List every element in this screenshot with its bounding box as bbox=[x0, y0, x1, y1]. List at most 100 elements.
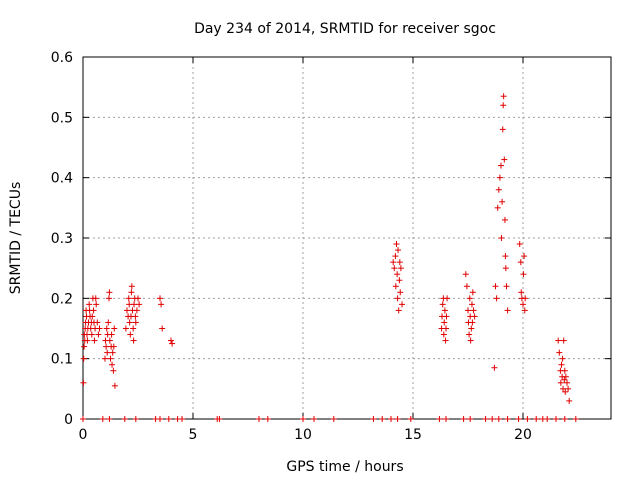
data-point bbox=[500, 93, 507, 100]
data-point bbox=[90, 307, 97, 314]
data-point bbox=[124, 307, 130, 314]
x-tick-label: 5 bbox=[189, 427, 198, 443]
data-point bbox=[482, 416, 489, 422]
x-axis-label: GPS time / hours bbox=[286, 459, 403, 475]
data-point bbox=[127, 331, 134, 338]
data-point bbox=[126, 319, 133, 326]
x-tick-labels: 0 5 10 15 20 bbox=[79, 427, 532, 443]
data-point bbox=[500, 102, 507, 109]
data-point bbox=[561, 376, 568, 383]
data-point bbox=[504, 416, 511, 422]
data-point bbox=[81, 343, 88, 350]
data-point bbox=[465, 307, 471, 314]
data-point bbox=[466, 295, 473, 302]
data-point bbox=[106, 289, 113, 296]
data-point bbox=[521, 253, 528, 260]
data-point bbox=[395, 307, 402, 314]
data-point bbox=[107, 355, 114, 362]
data-point bbox=[392, 283, 399, 290]
data-point bbox=[499, 126, 506, 133]
data-point bbox=[466, 331, 473, 338]
data-point bbox=[440, 331, 447, 338]
data-point bbox=[442, 337, 449, 344]
data-point bbox=[492, 283, 499, 290]
data-point bbox=[392, 253, 399, 260]
data-point bbox=[572, 416, 579, 422]
data-point bbox=[468, 301, 475, 308]
y-axis-label: SRMTID / TECUs bbox=[8, 182, 24, 295]
data-point bbox=[502, 253, 509, 260]
data-point bbox=[493, 295, 500, 302]
y-tick-label: 0 bbox=[64, 412, 73, 428]
data-point bbox=[553, 416, 559, 422]
data-point bbox=[556, 349, 563, 356]
data-point bbox=[370, 416, 377, 422]
data-point bbox=[111, 382, 118, 389]
data-point bbox=[520, 301, 526, 308]
data-point bbox=[91, 337, 98, 344]
data-point bbox=[561, 416, 568, 422]
data-point bbox=[443, 313, 450, 320]
data-point bbox=[463, 283, 470, 290]
data-point bbox=[128, 289, 135, 296]
data-point bbox=[109, 361, 116, 368]
data-point bbox=[495, 416, 502, 422]
data-point bbox=[111, 325, 118, 332]
data-point bbox=[80, 379, 87, 386]
data-point bbox=[495, 186, 502, 193]
data-point bbox=[133, 307, 140, 314]
data-point bbox=[503, 283, 510, 290]
data-point bbox=[80, 416, 86, 422]
data-point bbox=[394, 416, 401, 422]
data-point bbox=[89, 313, 96, 320]
data-point bbox=[106, 337, 113, 344]
y-tick-label: 0.6 bbox=[51, 50, 73, 66]
data-point bbox=[103, 343, 110, 350]
data-point bbox=[311, 416, 317, 422]
data-point bbox=[498, 235, 505, 241]
data-point bbox=[95, 331, 102, 338]
data-point bbox=[564, 379, 570, 386]
data-point bbox=[94, 319, 101, 326]
data-point bbox=[122, 325, 129, 332]
data-point bbox=[86, 301, 93, 308]
data-point bbox=[130, 325, 137, 332]
data-point bbox=[135, 295, 141, 302]
data-point bbox=[471, 313, 478, 320]
data-point bbox=[102, 355, 108, 362]
data-point bbox=[494, 204, 501, 211]
data-point bbox=[515, 416, 522, 422]
data-point bbox=[498, 162, 504, 169]
data-point bbox=[521, 307, 528, 314]
data-point bbox=[399, 301, 405, 308]
data-point bbox=[264, 416, 271, 422]
data-point bbox=[524, 416, 531, 422]
x-tick-label: 15 bbox=[404, 427, 422, 443]
data-point bbox=[388, 416, 394, 422]
data-point bbox=[518, 289, 525, 296]
data-point bbox=[130, 337, 137, 344]
chart-title: Day 234 of 2014, SRMTID for receiver sgo… bbox=[194, 21, 496, 37]
data-point bbox=[504, 307, 511, 314]
data-point bbox=[533, 416, 540, 422]
data-point bbox=[555, 337, 562, 344]
data-point bbox=[99, 416, 106, 422]
data-point bbox=[93, 301, 100, 308]
y-tick-label: 0.1 bbox=[51, 352, 73, 368]
data-point bbox=[136, 301, 143, 308]
data-point bbox=[439, 301, 446, 308]
data-point bbox=[106, 416, 113, 422]
data-point bbox=[110, 367, 117, 374]
data-point bbox=[103, 325, 110, 332]
data-point bbox=[441, 307, 448, 314]
data-point bbox=[397, 289, 404, 296]
data-point bbox=[395, 247, 402, 254]
data-point bbox=[394, 271, 401, 278]
data-point bbox=[566, 397, 573, 404]
data-point bbox=[558, 361, 565, 368]
data-point bbox=[489, 416, 496, 422]
data-point bbox=[467, 416, 474, 422]
data-point bbox=[131, 301, 138, 308]
data-point bbox=[561, 367, 568, 374]
